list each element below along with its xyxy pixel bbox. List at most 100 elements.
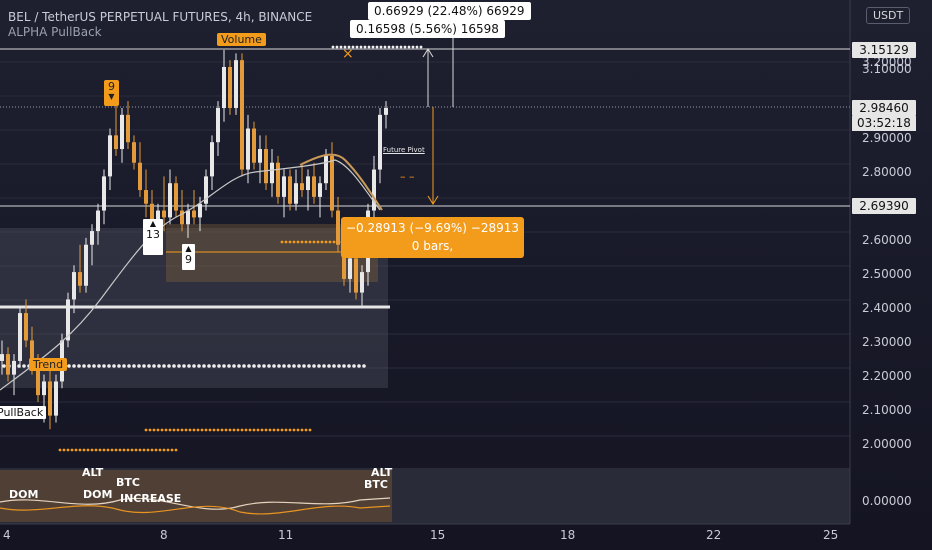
dotted-level-white: [383, 45, 387, 49]
dotted-level-orange: [204, 428, 208, 432]
bearish-candle: [312, 176, 316, 197]
dotted-level-orange: [296, 428, 300, 432]
time-label: 4: [3, 528, 11, 542]
bearish-candle: [162, 210, 166, 218]
moving-average-line: [0, 159, 381, 391]
bullish-candle: [204, 176, 208, 204]
dotted-level-white: [297, 364, 301, 368]
dotted-level-orange: [276, 428, 280, 432]
bearish-candle: [36, 367, 40, 396]
countdown-badge: 03:52:18: [852, 116, 916, 131]
dotted-level-orange: [232, 428, 236, 432]
dotted-level-orange: [208, 428, 212, 432]
dotted-level-white: [127, 364, 131, 368]
dotted-level-white: [192, 364, 196, 368]
dotted-level-white: [327, 364, 331, 368]
dotted-level-orange: [164, 428, 168, 432]
dotted-level-orange: [244, 428, 248, 432]
dotted-level-orange: [78, 448, 82, 452]
dotted-level-orange: [272, 428, 276, 432]
bearish-candle: [30, 340, 34, 368]
oscillator-highlight: [0, 470, 392, 522]
dotted-level-white: [277, 364, 281, 368]
dotted-level-orange: [90, 448, 94, 452]
dotted-level-orange: [296, 240, 300, 244]
bearish-candle: [300, 183, 304, 191]
bearish-candle: [144, 190, 148, 204]
time-label: 25: [823, 528, 839, 542]
pullback-tag: PullBack: [0, 406, 47, 419]
arrow-up-icon: ▲: [149, 219, 157, 228]
dotted-level-white: [407, 45, 411, 49]
bullish-candle: [0, 354, 4, 361]
bullish-candle: [168, 183, 172, 218]
dash-marker: – –: [400, 170, 415, 183]
dotted-level-white: [152, 364, 156, 368]
bearish-candle: [192, 210, 196, 218]
symbol-title[interactable]: BEL / TetherUS PERPETUAL FUTURES, 4h, BI…: [8, 10, 313, 24]
dotted-level-orange: [300, 428, 304, 432]
dotted-level-white: [331, 45, 335, 49]
indicator-name[interactable]: ALPHA PullBack: [8, 25, 102, 39]
bearish-candle: [78, 272, 82, 286]
dotted-level-white: [302, 364, 306, 368]
dotted-level-orange: [252, 428, 256, 432]
bullish-candle: [378, 114, 382, 170]
bearish-candle: [6, 354, 10, 375]
dotted-level-white: [107, 364, 111, 368]
dotted-level-white: [242, 364, 246, 368]
dotted-level-white: [362, 364, 366, 368]
dotted-level-orange: [312, 240, 316, 244]
dotted-level-white: [137, 364, 141, 368]
dotted-level-white: [379, 45, 383, 49]
bullish-candle: [12, 360, 16, 375]
bullish-candle: [120, 114, 124, 150]
bullish-candle: [348, 258, 352, 279]
dotted-level-white: [82, 364, 86, 368]
bearish-candle: [24, 313, 28, 341]
dotted-level-white: [222, 364, 226, 368]
dotted-level-white: [351, 45, 355, 49]
dotted-level-orange: [184, 428, 188, 432]
dotted-level-orange: [86, 448, 90, 452]
time-label: 8: [160, 528, 168, 542]
dotted-level-orange: [174, 448, 178, 452]
bullish-candle: [372, 169, 376, 211]
bullish-candle: [210, 142, 214, 177]
dotted-level-orange: [106, 448, 110, 452]
bullish-candle: [234, 60, 238, 109]
dotted-level-white: [371, 45, 375, 49]
price-label: 3.10000: [862, 62, 912, 76]
bearish-candle: [288, 176, 292, 204]
dotted-level-orange: [216, 428, 220, 432]
dotted-level-white: [122, 364, 126, 368]
cross-marker-icon: ×: [342, 46, 354, 62]
bullish-candle: [108, 135, 112, 177]
dotted-level-white: [22, 364, 26, 368]
dotted-level-white: [232, 364, 236, 368]
pivot-average-line: [299, 153, 383, 211]
dotted-level-orange: [130, 448, 134, 452]
bullish-candle: [222, 67, 226, 109]
bearish-candle: [126, 114, 130, 143]
dotted-level-orange: [280, 240, 284, 244]
currency-button[interactable]: USDT: [866, 7, 911, 24]
dotted-level-orange: [316, 240, 320, 244]
bullish-candle: [186, 210, 190, 225]
dotted-level-white: [411, 45, 415, 49]
osc-btc-label: BTC: [364, 478, 388, 491]
price-label: 2.30000: [862, 335, 912, 349]
time-label: 22: [706, 528, 722, 542]
dotted-level-orange: [70, 448, 74, 452]
dotted-level-orange: [268, 428, 272, 432]
dotted-level-white: [387, 45, 391, 49]
bullish-candle: [216, 108, 220, 143]
dotted-level-orange: [224, 428, 228, 432]
oscillator-line-white: [0, 497, 391, 510]
bullish-candle: [42, 381, 46, 396]
dotted-level-white: [347, 364, 351, 368]
current-price-badge: 2.98460: [852, 100, 916, 116]
bullish-candle: [198, 203, 202, 218]
